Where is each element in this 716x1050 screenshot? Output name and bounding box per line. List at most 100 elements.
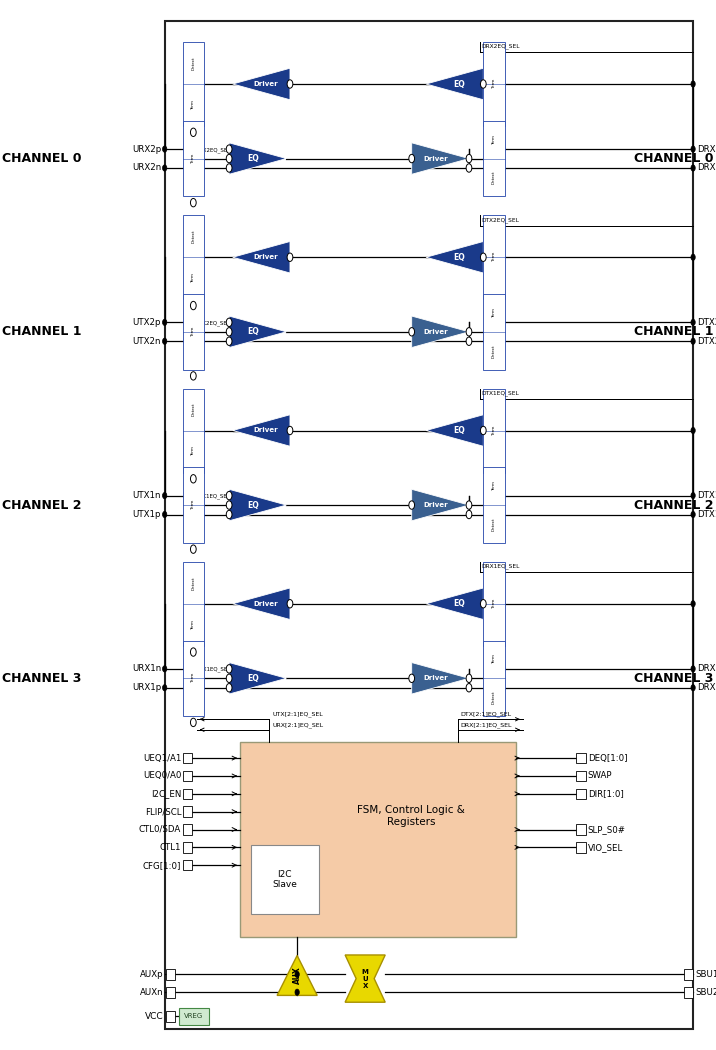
Text: CTL0/SDA: CTL0/SDA xyxy=(139,825,181,834)
Text: DRX1EQ_SEL: DRX1EQ_SEL xyxy=(482,564,521,569)
FancyBboxPatch shape xyxy=(166,969,175,980)
Polygon shape xyxy=(233,588,290,619)
Text: SWAP: SWAP xyxy=(588,772,612,780)
FancyBboxPatch shape xyxy=(183,121,204,196)
Circle shape xyxy=(226,164,232,172)
Polygon shape xyxy=(412,663,469,694)
Circle shape xyxy=(480,80,486,88)
Circle shape xyxy=(163,666,167,672)
Circle shape xyxy=(226,328,232,336)
Text: SLP_S0#: SLP_S0# xyxy=(588,825,626,834)
Text: EQ: EQ xyxy=(247,154,259,163)
FancyBboxPatch shape xyxy=(483,562,505,646)
Text: Term: Term xyxy=(492,481,496,491)
Text: URX[2:1]EQ_SEL: URX[2:1]EQ_SEL xyxy=(272,722,323,728)
Text: Term: Term xyxy=(191,273,195,284)
Text: DRX2p: DRX2p xyxy=(697,145,716,153)
Text: FSM, Control Logic &
Registers: FSM, Control Logic & Registers xyxy=(357,805,465,827)
Polygon shape xyxy=(426,415,483,446)
Text: EQ: EQ xyxy=(453,600,465,608)
Circle shape xyxy=(295,971,299,978)
Circle shape xyxy=(409,674,415,682)
Circle shape xyxy=(163,492,167,499)
FancyBboxPatch shape xyxy=(166,1010,175,1023)
Circle shape xyxy=(287,600,293,608)
Circle shape xyxy=(226,684,232,692)
Text: DRX1p: DRX1p xyxy=(697,684,716,692)
Text: Detect: Detect xyxy=(191,403,195,416)
Text: DRX2n: DRX2n xyxy=(697,164,716,172)
Text: UTX1EQ_SEL: UTX1EQ_SEL xyxy=(195,494,231,499)
FancyBboxPatch shape xyxy=(183,467,204,543)
Text: Term: Term xyxy=(191,327,195,337)
Text: EQ: EQ xyxy=(453,426,465,435)
Text: Term: Term xyxy=(492,598,496,609)
Circle shape xyxy=(466,164,472,172)
Text: Term: Term xyxy=(191,620,195,630)
Circle shape xyxy=(190,301,196,310)
FancyBboxPatch shape xyxy=(483,467,505,543)
Text: Term: Term xyxy=(191,100,195,110)
Circle shape xyxy=(226,665,232,673)
Circle shape xyxy=(691,492,695,499)
Circle shape xyxy=(226,318,232,327)
Text: Term: Term xyxy=(191,153,195,164)
Circle shape xyxy=(691,601,695,607)
Polygon shape xyxy=(277,956,317,995)
Text: DEQ[1:0]: DEQ[1:0] xyxy=(588,754,627,762)
Text: UTX1n: UTX1n xyxy=(132,491,161,500)
Circle shape xyxy=(691,511,695,518)
Circle shape xyxy=(409,501,415,509)
Text: I2C
Slave: I2C Slave xyxy=(272,869,297,889)
Text: UTX2EQ_SEL: UTX2EQ_SEL xyxy=(195,320,231,326)
Text: DTX1n: DTX1n xyxy=(697,491,716,500)
Circle shape xyxy=(466,510,472,519)
Circle shape xyxy=(163,338,167,344)
Circle shape xyxy=(466,501,472,509)
Text: VREG: VREG xyxy=(185,1013,203,1020)
Text: Term: Term xyxy=(492,425,496,436)
FancyBboxPatch shape xyxy=(483,42,505,126)
Circle shape xyxy=(409,154,415,163)
Circle shape xyxy=(190,648,196,656)
Polygon shape xyxy=(412,489,469,521)
Circle shape xyxy=(691,254,695,260)
Polygon shape xyxy=(426,242,483,273)
Circle shape xyxy=(163,165,167,171)
FancyBboxPatch shape xyxy=(179,1008,209,1025)
Circle shape xyxy=(287,80,293,88)
Text: EQ: EQ xyxy=(247,328,259,336)
Text: Driver: Driver xyxy=(423,502,448,508)
Circle shape xyxy=(190,372,196,380)
FancyBboxPatch shape xyxy=(183,42,204,126)
Circle shape xyxy=(226,491,232,500)
Circle shape xyxy=(691,165,695,171)
Text: DRX2EQ_SEL: DRX2EQ_SEL xyxy=(482,44,521,49)
FancyBboxPatch shape xyxy=(183,388,204,472)
Circle shape xyxy=(409,328,415,336)
FancyBboxPatch shape xyxy=(483,121,505,196)
FancyBboxPatch shape xyxy=(183,294,204,370)
Text: Driver: Driver xyxy=(253,81,279,87)
Text: DTX2EQ_SEL: DTX2EQ_SEL xyxy=(482,217,520,223)
Circle shape xyxy=(466,674,472,682)
Text: Detect: Detect xyxy=(492,344,496,357)
Text: CFG[1:0]: CFG[1:0] xyxy=(142,861,181,869)
Circle shape xyxy=(226,337,232,345)
Text: AUXn: AUXn xyxy=(140,988,163,996)
Polygon shape xyxy=(426,588,483,619)
FancyBboxPatch shape xyxy=(183,640,204,716)
Circle shape xyxy=(163,685,167,691)
Circle shape xyxy=(190,198,196,207)
Text: DTX2n: DTX2n xyxy=(697,337,716,345)
FancyBboxPatch shape xyxy=(576,842,586,853)
Text: Term: Term xyxy=(191,673,195,684)
FancyBboxPatch shape xyxy=(183,789,192,799)
Text: Term: Term xyxy=(492,654,496,665)
Text: URX2p: URX2p xyxy=(132,145,161,153)
Polygon shape xyxy=(229,143,286,174)
Text: Detect: Detect xyxy=(191,57,195,69)
Circle shape xyxy=(466,328,472,336)
Text: Detect: Detect xyxy=(492,518,496,530)
Text: SBU1: SBU1 xyxy=(695,970,716,979)
